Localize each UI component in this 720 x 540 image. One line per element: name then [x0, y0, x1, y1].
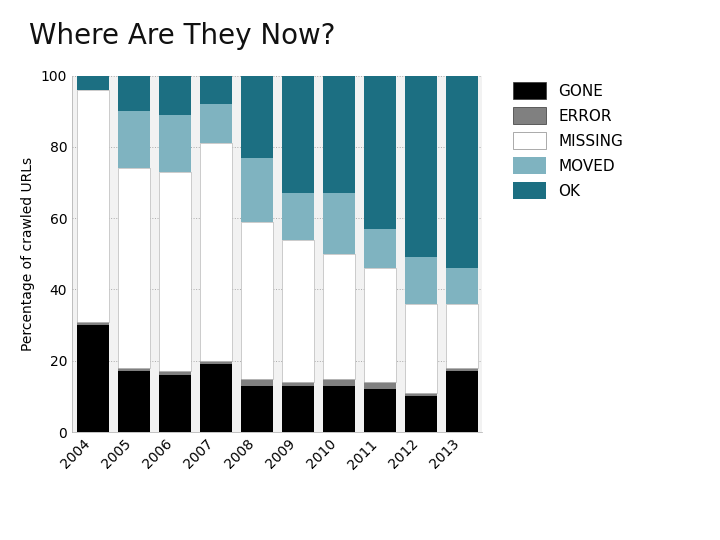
- Bar: [158, 76, 191, 115]
- Text: www.bl.uk: www.bl.uk: [11, 513, 82, 526]
- Bar: [446, 303, 478, 368]
- Bar: [158, 115, 191, 172]
- Bar: [282, 193, 314, 240]
- Bar: [323, 379, 355, 386]
- Bar: [158, 375, 191, 432]
- Bar: [199, 361, 232, 365]
- Bar: [364, 76, 396, 229]
- Bar: [199, 104, 232, 143]
- Bar: [323, 386, 355, 432]
- Bar: [364, 268, 396, 382]
- Bar: [405, 258, 437, 303]
- Bar: [323, 193, 355, 254]
- Bar: [282, 382, 314, 386]
- Legend: GONE, ERROR, MISSING, MOVED, OK: GONE, ERROR, MISSING, MOVED, OK: [506, 76, 629, 205]
- Bar: [117, 168, 150, 368]
- Text: Where Are They Now?: Where Are They Now?: [29, 22, 336, 50]
- Y-axis label: Percentage of crawled URLs: Percentage of crawled URLs: [21, 157, 35, 351]
- Bar: [117, 111, 150, 168]
- Bar: [240, 379, 273, 386]
- Text: LIBRARY: LIBRARY: [660, 31, 669, 68]
- Bar: [158, 372, 191, 375]
- Bar: [76, 76, 109, 90]
- Bar: [240, 158, 273, 222]
- Bar: [199, 364, 232, 432]
- Bar: [446, 372, 478, 432]
- Bar: [405, 393, 437, 396]
- Bar: [240, 222, 273, 379]
- Bar: [117, 76, 150, 111]
- Bar: [76, 90, 109, 321]
- Bar: [405, 76, 437, 258]
- Bar: [323, 76, 355, 193]
- Bar: [364, 389, 396, 432]
- Bar: [76, 325, 109, 432]
- Bar: [117, 372, 150, 432]
- Bar: [240, 386, 273, 432]
- Bar: [76, 321, 109, 325]
- Bar: [282, 76, 314, 193]
- Bar: [240, 76, 273, 158]
- Bar: [158, 172, 191, 372]
- Text: 13: 13: [692, 513, 709, 526]
- Bar: [364, 229, 396, 268]
- Text: BRITISH: BRITISH: [660, 17, 669, 52]
- Bar: [446, 76, 478, 268]
- Bar: [405, 396, 437, 432]
- Bar: [282, 386, 314, 432]
- Bar: [405, 303, 437, 393]
- Bar: [199, 76, 232, 104]
- Bar: [117, 368, 150, 372]
- Bar: [323, 254, 355, 379]
- Bar: [364, 382, 396, 389]
- Bar: [446, 268, 478, 303]
- Bar: [199, 143, 232, 361]
- Bar: [282, 240, 314, 382]
- Bar: [446, 368, 478, 372]
